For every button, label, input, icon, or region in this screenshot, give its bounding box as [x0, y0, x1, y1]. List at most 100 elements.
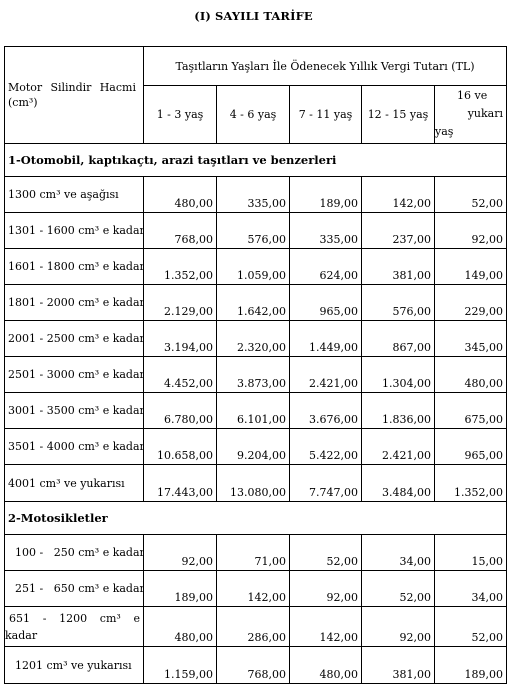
tax-value-cell: 142,00: [216, 570, 290, 607]
row-label-text: 251 - 650 cm³ e kadar: [15, 582, 144, 595]
tax-value-cell: 2.129,00: [143, 284, 217, 321]
row-label: 1201 cm³ ve yukarısı: [4, 646, 144, 684]
row-label-text: 2001 - 2500 cm³ e kadar: [8, 332, 144, 345]
tax-value-cell: 2.421,00: [289, 356, 362, 393]
tax-value-cell: 381,00: [361, 248, 435, 285]
row-label-text: 1601 - 1800 cm³ e kadar: [8, 260, 144, 273]
age5-line2: yukarı: [467, 107, 504, 120]
tax-value-cell: 480,00: [433, 356, 507, 393]
tax-value-cell: 149,00: [433, 248, 507, 285]
row-label-text: 1300 cm³ ve aşağısı: [8, 188, 119, 201]
tax-value-cell: 345,00: [433, 320, 507, 357]
table-row: 1301 - 1600 cm³ e kadar 768,00 576,00 335,0…: [4, 212, 507, 249]
page-title: (I) SAYILI TARİFE: [194, 9, 313, 23]
row-label: 1300 cm³ ve aşağısı: [4, 176, 144, 213]
tax-value-cell: 675,00: [433, 392, 507, 429]
row-label-text: 3001 - 3500 cm³ e kadar: [8, 404, 144, 417]
row-label-part: e: [133, 611, 140, 625]
tax-value-cell: 576,00: [361, 284, 435, 321]
tax-value-cell: 480,00: [143, 606, 217, 647]
table-row: 1601 - 1800 cm³ e kadar 1.352,00 1.059,00 6…: [4, 248, 507, 285]
age-header-4: 12 - 15 yaş: [361, 85, 435, 144]
tax-value-cell: 34,00: [361, 534, 435, 571]
row-label: 1601 - 1800 cm³ e kadar: [4, 248, 144, 285]
tax-tariff-table: Motor Silindir Hacmi (cm³) Taşıtların Ya…: [3, 46, 507, 684]
tax-value-cell: 92,00: [361, 606, 435, 647]
tax-value-cell: 480,00: [289, 646, 362, 684]
table-row: 3001 - 3500 cm³ e kadar 6.780,00 6.101,00 3…: [4, 392, 507, 429]
tax-value-cell: 52,00: [289, 534, 362, 571]
tax-value-cell: 768,00: [216, 646, 290, 684]
row-label: 3001 - 3500 cm³ e kadar: [4, 392, 144, 429]
cylinder-word: Silindir: [50, 81, 92, 94]
tax-value-cell: 2.320,00: [216, 320, 290, 357]
tax-value-cell: 1.304,00: [361, 356, 435, 393]
row-label-text: 1201 cm³ ve yukarısı: [15, 658, 132, 672]
tax-value-cell: 480,00: [143, 176, 217, 213]
row-label-part: 1200: [59, 611, 88, 625]
row-label: 1801 - 2000 cm³ e kadar: [4, 284, 144, 321]
tax-value-cell: 189,00: [433, 646, 507, 684]
tax-value-cell: 1.836,00: [361, 392, 435, 429]
tax-value-cell: 1.352,00: [143, 248, 217, 285]
volume-word: Hacmi: [99, 81, 136, 94]
age-header-2: 4 - 6 yaş: [216, 85, 290, 144]
tax-value-cell: 2.421,00: [361, 428, 435, 465]
tax-value-cell: 4.452,00: [143, 356, 217, 393]
tax-value-cell: 1.159,00: [143, 646, 217, 684]
unit-label: (cm³): [8, 96, 38, 109]
row-label: 2501 - 3000 cm³ e kadar: [4, 356, 144, 393]
row-label: 2001 - 2500 cm³ e kadar: [4, 320, 144, 357]
tax-value-cell: 1.352,00: [433, 464, 507, 502]
tax-value-cell: 142,00: [289, 606, 362, 647]
tax-value-cell: 3.676,00: [289, 392, 362, 429]
table-row: 2501 - 3000 cm³ e kadar 4.452,00 3.873,00 2…: [4, 356, 507, 393]
row-label-text: 4001 cm³ ve yukarısı: [8, 476, 125, 490]
tax-value-cell: 1.642,00: [216, 284, 290, 321]
age-group-header: Taşıtların Yaşları İle Ödenecek Yıllık V…: [142, 46, 507, 86]
tax-value-cell: 6.101,00: [216, 392, 290, 429]
table-row: 251 - 650 cm³ e kadar 189,00 142,00 92,00 52…: [4, 570, 507, 607]
tax-value-cell: 1.059,00: [216, 248, 290, 285]
tax-value-cell: 3.484,00: [361, 464, 435, 502]
tax-value-cell: 52,00: [433, 606, 507, 647]
age5-line1: 16 ve: [457, 89, 488, 102]
tax-value-cell: 3.873,00: [216, 356, 290, 393]
tax-value-cell: 1.449,00: [289, 320, 362, 357]
tax-value-cell: 189,00: [143, 570, 217, 607]
table-row: 100 - 250 cm³ e kadar 92,00 71,00 52,00 34,0…: [4, 534, 507, 571]
tax-value-cell: 7.747,00: [289, 464, 362, 502]
motor-word: Motor: [8, 81, 43, 94]
tax-value-cell: 335,00: [289, 212, 362, 249]
tax-value-cell: 142,00: [361, 176, 435, 213]
table-row: 3501 - 4000 cm³ e kadar 10.658,00 9.204,00…: [4, 428, 507, 465]
tax-value-cell: 965,00: [289, 284, 362, 321]
table-row: 2001 - 2500 cm³ e kadar 3.194,00 2.320,00 1…: [4, 320, 507, 357]
row-label-part: cm³: [99, 611, 121, 625]
tax-value-cell: 52,00: [433, 176, 507, 213]
tax-value-cell: 9.204,00: [216, 428, 290, 465]
section-title: 2-Motosikletler: [3, 501, 507, 535]
row-label: 4001 cm³ ve yukarısı: [4, 464, 144, 502]
row-label-part: 651: [9, 611, 30, 625]
table-row: 1201 cm³ ve yukarısı 1.159,00 768,00 480,00…: [4, 646, 507, 684]
tax-value-cell: 286,00: [216, 606, 290, 647]
tax-value-cell: 6.780,00: [143, 392, 217, 429]
tax-value-cell: 229,00: [433, 284, 507, 321]
age-header-1: 1 - 3 yaş: [143, 85, 217, 144]
tax-value-cell: 335,00: [216, 176, 290, 213]
tax-value-cell: 34,00: [433, 570, 507, 607]
tax-value-cell: 189,00: [289, 176, 362, 213]
age-header-5: 16 ve yukarı yaş: [433, 85, 507, 144]
tax-value-cell: 237,00: [361, 212, 435, 249]
row-label: 3501 - 4000 cm³ e kadar: [4, 428, 144, 465]
row-label: 1301 - 1600 cm³ e kadar: [4, 212, 144, 249]
tax-value-cell: 17.443,00: [143, 464, 217, 502]
tax-value-cell: 965,00: [433, 428, 507, 465]
tax-value-cell: 92,00: [143, 534, 217, 571]
tax-value-cell: 867,00: [361, 320, 435, 357]
table-row: 1300 cm³ ve aşağısı 480,00 335,00 189,00 142…: [4, 176, 507, 213]
row-label-text: 1801 - 2000 cm³ e kadar: [8, 296, 144, 309]
tax-value-cell: 624,00: [289, 248, 362, 285]
tax-value-cell: 15,00: [433, 534, 507, 571]
